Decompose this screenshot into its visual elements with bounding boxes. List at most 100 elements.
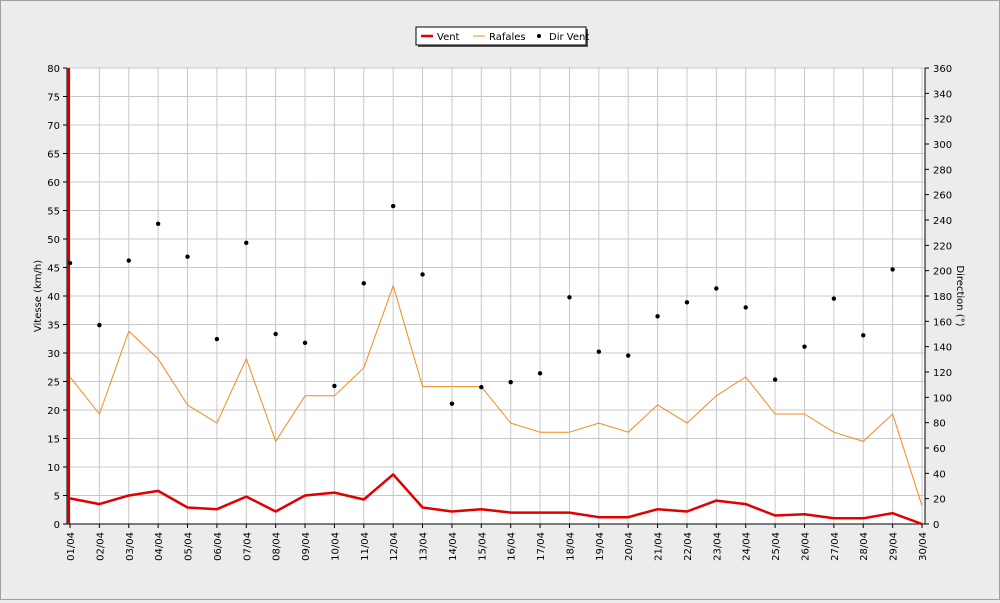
legend-label: Dir Vent: [549, 32, 589, 43]
y2-tick-label: 260: [933, 191, 952, 202]
x-tick-label: 16/04: [507, 532, 518, 561]
x-tick-label: 26/04: [800, 532, 811, 561]
dir-point: [97, 322, 102, 328]
x-tick-label: 18/04: [565, 532, 576, 561]
dir-point: [861, 333, 866, 338]
x-tick-label: 29/04: [889, 532, 900, 561]
y-tick-label: 5: [54, 492, 60, 503]
legend: Vent Rafales Dir Vent: [415, 26, 589, 47]
y2-tick-label: 340: [933, 89, 952, 100]
dir-point: [743, 305, 748, 310]
x-tick-label: 21/04: [654, 532, 665, 561]
dir-point: [185, 254, 190, 259]
y2-tick-label: 360: [933, 64, 952, 75]
series-line-vent: [69, 473, 923, 526]
dir-point: [802, 344, 807, 349]
y2-tick-label: 0: [933, 520, 939, 531]
x-tick-label: 20/04: [624, 532, 635, 561]
y2-tick-label: 300: [933, 140, 952, 151]
y-tick-label: 30: [47, 349, 60, 360]
y2-tick-label: 280: [933, 165, 952, 176]
axes: 0 5 10 15 20 25 30 35 40 45 50 55 60 65 70 75 80 0 20 40 60 8…: [47, 64, 952, 561]
y-tick-label: 10: [47, 463, 60, 474]
x-tick-label: 04/04: [154, 532, 165, 561]
x-tick-label: 28/04: [859, 532, 870, 561]
y2-tick-label: 60: [933, 444, 946, 455]
y2-tick-label: 40: [933, 469, 946, 480]
x-tick-label: 25/04: [771, 532, 782, 561]
y2-tick-label: 120: [933, 368, 952, 379]
dir-point: [244, 240, 249, 245]
y-tick-label: 35: [47, 321, 60, 332]
y2-tick-label: 180: [933, 292, 952, 303]
x-tick-label: 07/04: [242, 532, 253, 561]
y-tick-label: 70: [47, 121, 60, 132]
x-tick-label: 03/04: [125, 532, 136, 561]
dir-point: [390, 203, 396, 209]
x-tick-label: 14/04: [448, 532, 459, 561]
y-tick-label: 80: [47, 64, 60, 75]
dir-point: [361, 281, 366, 286]
dir-point: [420, 272, 425, 277]
dir-point: [332, 383, 337, 389]
x-tick-label: 05/04: [184, 532, 195, 561]
dir-point: [302, 340, 308, 346]
y2-tick-label: 200: [933, 267, 952, 278]
x-tick-label: 23/04: [712, 532, 723, 561]
y-tick-label: 0: [54, 520, 60, 531]
y-tick-label: 55: [47, 207, 60, 218]
y-tick-label: 15: [47, 435, 60, 446]
y-tick-label: 50: [47, 235, 60, 246]
dir-point: [714, 286, 719, 291]
y2-tick-label: 140: [933, 343, 952, 354]
dir-point: [772, 377, 778, 382]
x-tick-label: 22/04: [683, 532, 694, 561]
x-tick-label: 13/04: [419, 532, 430, 561]
x-tick-label: 27/04: [830, 532, 841, 561]
dir-point: [655, 314, 660, 319]
dir-point: [537, 371, 543, 376]
dir-point: [567, 295, 572, 300]
y-tick-label: 40: [47, 292, 60, 303]
x-tick-label: 24/04: [742, 532, 753, 561]
dir-point: [684, 300, 690, 305]
legend-box: [415, 26, 587, 46]
x-tick-label: 11/04: [360, 532, 371, 561]
dir-point: [155, 221, 161, 226]
y2-tick-label: 80: [933, 419, 946, 430]
dir-point: [273, 331, 278, 337]
y-tick-label: 25: [47, 378, 60, 389]
dir-point: [831, 296, 837, 301]
dir-point: [126, 258, 131, 263]
y2-tick-label: 20: [933, 495, 946, 506]
y-tick-label: 75: [47, 93, 60, 104]
dir-point: [596, 349, 602, 354]
x-tick-label: 09/04: [301, 532, 312, 561]
y2-tick-label: 220: [933, 241, 952, 252]
y2-axis-label: Direction (°): [954, 265, 965, 326]
y-tick-label: 65: [47, 150, 60, 161]
dir-point: [626, 353, 631, 358]
y2-tick-label: 240: [933, 216, 952, 227]
x-tick-label: 19/04: [595, 532, 606, 561]
grid: [67, 67, 925, 525]
y2-tick-label: 160: [933, 317, 952, 328]
y2-tick-label: 320: [933, 115, 952, 126]
y2-tick-label: 100: [933, 393, 952, 404]
legend-label: Rafales: [489, 32, 526, 43]
y-tick-label: 20: [47, 406, 60, 417]
x-tick-label: 15/04: [477, 532, 488, 561]
dir-point: [67, 260, 73, 266]
x-tick-label: 06/04: [213, 532, 224, 561]
dir-point: [214, 336, 220, 342]
series-layer: [67, 203, 923, 526]
x-tick-label: 02/04: [95, 532, 106, 561]
dir-point: [890, 267, 895, 272]
x-tick-label: 12/04: [389, 532, 400, 561]
y-axis-label: Vitesse (km/h): [33, 260, 44, 332]
dir-point: [508, 379, 513, 385]
x-tick-label: 30/04: [918, 532, 929, 561]
dir-point: [449, 401, 455, 406]
